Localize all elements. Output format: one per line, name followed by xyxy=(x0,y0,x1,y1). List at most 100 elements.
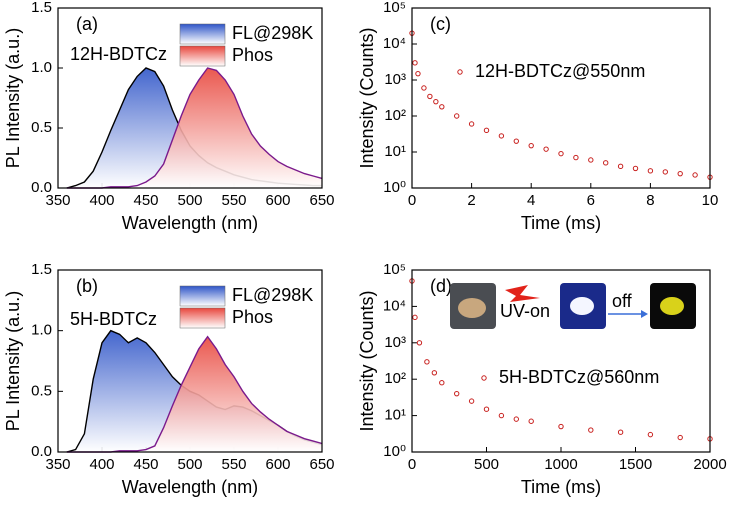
arrowhead xyxy=(641,310,648,318)
point xyxy=(421,85,427,91)
plot-frame xyxy=(57,7,323,189)
point xyxy=(454,390,460,397)
x-tick-label: 650 xyxy=(309,456,334,473)
point xyxy=(677,170,683,177)
y-axis-label: Intensity (Counts) xyxy=(357,290,377,431)
point xyxy=(498,133,505,139)
x-tick-label: 500 xyxy=(177,456,202,473)
x-tick-label: 550 xyxy=(221,456,246,473)
legend-label: FL@298K xyxy=(232,23,313,43)
point xyxy=(513,138,519,144)
x-tick-label: 1500 xyxy=(619,456,652,473)
area-fill xyxy=(66,68,322,188)
legend-label: FL@298K xyxy=(232,285,313,305)
annotation: off xyxy=(612,291,633,311)
point xyxy=(412,60,418,66)
y-tick-label: 1.0 xyxy=(31,322,52,339)
phosphor xyxy=(660,297,684,315)
x-tick-label: 2 xyxy=(467,192,475,209)
point xyxy=(603,160,609,166)
x-axis-label: Wavelength (nm) xyxy=(122,477,258,497)
x-tick-label: 650 xyxy=(309,192,334,209)
y-axis-label: PL Intensity (a.u.) xyxy=(3,28,23,168)
point xyxy=(483,127,490,134)
y-tick-label: 1.5 xyxy=(31,261,52,278)
line xyxy=(66,67,323,189)
point xyxy=(588,427,594,433)
point xyxy=(617,163,624,170)
x-axis-label: Wavelength (nm) xyxy=(122,213,258,233)
legend-marker xyxy=(457,69,463,75)
x-tick-label: 10 xyxy=(702,192,719,209)
y-tick-label: 0.0 xyxy=(31,443,52,460)
point xyxy=(588,157,594,163)
legend-label: 12H-BDTCz@550nm xyxy=(475,61,645,81)
x-tick-label: 500 xyxy=(177,192,202,209)
point xyxy=(498,412,505,419)
x-tick-label: 450 xyxy=(133,456,158,473)
y-tick-label: 10⁵ xyxy=(383,0,406,16)
y-tick-label: 1.0 xyxy=(31,59,52,76)
point xyxy=(647,168,654,174)
point xyxy=(528,142,534,149)
point xyxy=(528,418,534,424)
photo-inset: UV-on off xyxy=(450,283,696,329)
point xyxy=(558,423,564,430)
point xyxy=(692,172,698,178)
legend-swatch xyxy=(179,45,226,67)
point xyxy=(416,340,423,346)
x-tick-label: 600 xyxy=(265,456,290,473)
y-tick-label: 10⁴ xyxy=(383,35,406,52)
y-tick-label: 10¹ xyxy=(384,143,406,160)
x-tick-label: 350 xyxy=(45,192,70,209)
x-tick-label: 6 xyxy=(587,192,595,209)
point xyxy=(412,314,418,321)
x-tick-label: 450 xyxy=(133,192,158,209)
annotation: 12H-BDTCz xyxy=(70,44,167,64)
area-fill xyxy=(66,336,322,452)
x-tick-label: 0 xyxy=(408,456,416,473)
plots: 350 400 450 500 550 600 6500.00.51.01.5Wavelen… xyxy=(3,0,727,497)
y-tick-label: 10¹ xyxy=(384,407,406,424)
y-tick-label: 0.5 xyxy=(31,119,52,136)
x-tick-label: 8 xyxy=(646,192,654,209)
y-tick-label: 0.5 xyxy=(31,382,52,399)
legend-marker xyxy=(481,375,487,381)
point xyxy=(415,70,421,77)
x-tick-label: 400 xyxy=(89,192,114,209)
x-tick-label: 2000 xyxy=(693,456,726,473)
x-tick-label: 0 xyxy=(408,192,416,209)
point xyxy=(468,121,475,127)
point xyxy=(439,104,445,110)
uv-bolt xyxy=(505,285,540,302)
area-fill xyxy=(66,68,322,188)
legend-label: Phos xyxy=(232,45,273,65)
y-tick-label: 0.0 xyxy=(31,179,52,196)
plot-frame xyxy=(411,7,711,189)
point xyxy=(433,98,439,105)
y-tick-label: 10² xyxy=(384,370,406,387)
point xyxy=(424,359,430,365)
point xyxy=(558,150,564,157)
plot-frame xyxy=(411,269,711,453)
x-axis-label: Time (ms) xyxy=(521,477,601,497)
panel-label: (b) xyxy=(76,276,98,296)
y-tick-label: 10³ xyxy=(384,334,406,351)
point xyxy=(632,165,639,172)
y-axis-label: Intensity (Counts) xyxy=(357,27,377,168)
annotation: 5H-BDTCz xyxy=(70,309,157,329)
point xyxy=(662,169,668,175)
x-tick-label: 4 xyxy=(527,192,535,209)
legend-swatch xyxy=(179,307,226,329)
y-tick-label: 10² xyxy=(384,107,406,124)
panel-label: (a) xyxy=(76,14,98,34)
point xyxy=(677,434,683,441)
x-tick-label: 1000 xyxy=(544,456,577,473)
y-axis-label: PL Intensity (a.u.) xyxy=(3,291,23,431)
y-tick-label: 1.5 xyxy=(31,0,52,16)
legend-swatch xyxy=(179,23,226,45)
point xyxy=(647,431,654,438)
point xyxy=(543,146,549,152)
legend-label: 5H-BDTCz@560nm xyxy=(499,367,659,387)
